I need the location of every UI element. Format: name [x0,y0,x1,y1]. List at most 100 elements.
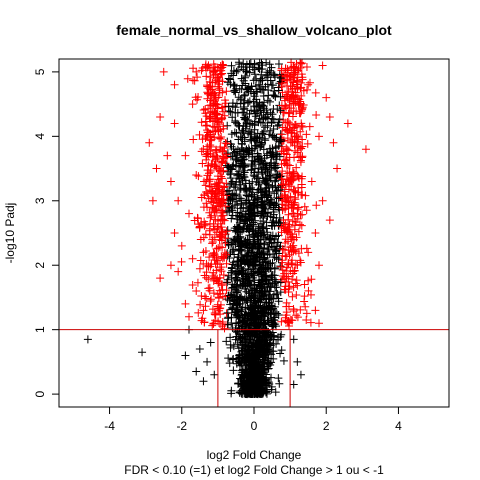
gene-point [255,179,264,188]
significant-point [304,80,313,89]
gene-point [222,161,231,170]
significant-point [284,202,293,211]
gene-point [238,144,247,153]
gene-point [232,149,241,158]
gene-point [223,295,232,304]
gene-point [229,258,238,267]
significant-point [307,275,316,284]
significant-point [290,266,299,275]
significant-point [293,66,302,75]
significant-point [205,253,214,262]
significant-point [291,260,300,269]
gene-point [271,176,280,185]
gene-point [227,165,236,174]
gene-point [224,74,233,83]
significant-point [209,250,218,259]
gene-point [267,81,276,90]
gene-point [254,101,263,110]
significant-point [290,193,299,202]
gene-point [267,282,276,291]
significant-point [206,141,215,150]
gene-point [276,74,285,83]
significant-point [295,95,304,104]
gene-point [255,311,264,320]
gene-point [230,308,239,317]
gene-point [261,113,270,122]
gene-point [275,379,284,388]
significant-point [283,125,292,134]
gene-point [226,300,235,309]
significant-point [190,76,199,85]
gene-point [270,316,279,325]
gene-point [235,185,244,194]
significant-point [210,190,219,199]
significant-point [205,182,214,191]
significant-point [201,62,210,71]
significant-point [215,242,224,251]
x-tick-label: 2 [323,419,330,433]
gene-point [226,333,235,342]
gene-point [252,319,261,328]
significant-point [212,244,221,253]
significant-point [189,135,198,144]
gene-point [240,285,249,294]
gene-point [237,366,246,375]
gene-point [279,356,288,365]
gene-point [241,114,250,123]
gene-point [258,130,267,139]
significant-point [199,306,208,315]
gene-point [263,121,272,130]
significant-point [299,86,308,95]
gene-point [266,126,275,135]
significant-point [218,322,227,331]
gene-point [256,345,265,354]
significant-point [222,87,231,96]
gene-point [275,213,284,222]
gene-point [252,95,261,104]
significant-point [215,178,224,187]
significant-point [277,160,286,169]
gene-point [257,70,266,79]
gene-point [259,249,268,258]
significant-point [145,138,154,147]
significant-point [289,62,298,71]
significant-point [190,216,199,225]
gene-point [241,275,250,284]
significant-point [200,292,209,301]
gene-point [274,310,283,319]
significant-point [296,305,305,314]
significant-point [202,268,211,277]
significant-point [301,191,310,200]
gene-point [255,369,264,378]
significant-point [193,278,202,287]
significant-point [297,121,306,130]
gene-point [247,191,256,200]
significant-point [205,66,214,75]
gene-point [241,332,250,341]
gene-point [289,335,298,344]
significant-point [213,151,222,160]
significant-point [206,296,215,305]
gene-point [234,58,243,67]
significant-point [285,108,294,117]
gene-point [242,380,251,389]
gene-point [234,233,243,242]
gene-point [275,219,284,228]
significant-point [333,164,342,173]
significant-point [288,275,297,284]
gene-point [231,335,240,344]
significant-point [285,124,294,133]
significant-point [293,138,302,147]
gene-point [260,240,269,249]
significant-point [315,261,323,270]
gene-point [239,316,248,325]
gene-point [262,257,271,266]
gene-point [261,136,270,145]
significant-point [221,139,230,148]
significant-point [152,164,161,173]
gene-point [244,264,253,273]
significant-point [214,93,223,102]
gene-point [242,67,251,76]
significant-point [166,261,175,270]
gene-point [224,102,233,111]
